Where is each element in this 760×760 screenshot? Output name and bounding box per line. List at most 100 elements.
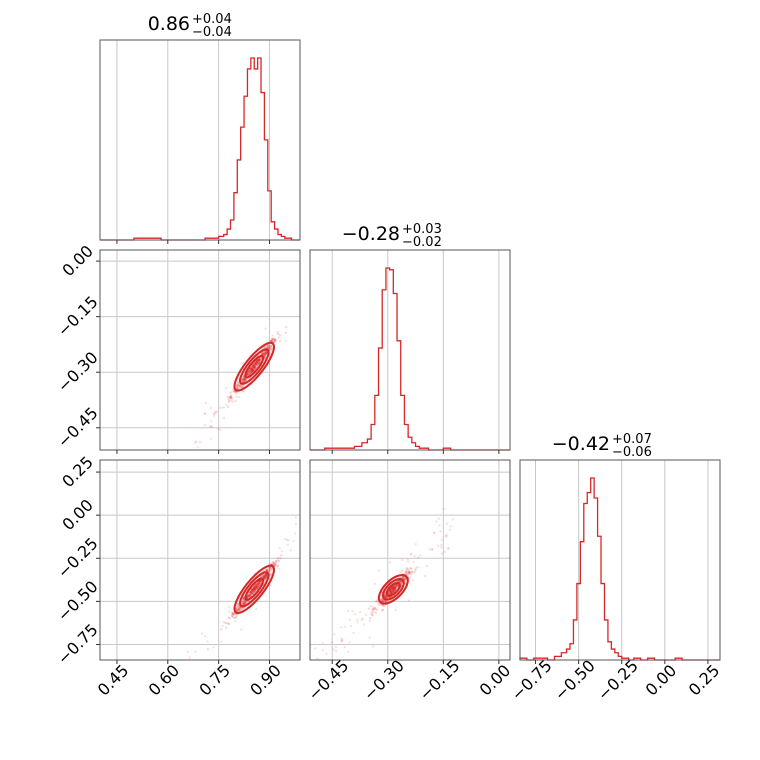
scatter-point	[270, 339, 273, 342]
scatter-point	[254, 585, 258, 588]
scatter-point	[119, 540, 121, 542]
scatter-point	[411, 578, 415, 582]
scatter-point	[276, 559, 279, 562]
scatter-point	[255, 365, 258, 368]
scatter-point	[260, 575, 264, 578]
scatter-point	[265, 352, 268, 355]
scatter-point	[383, 604, 386, 608]
histogram-step-line	[519, 477, 720, 661]
scatter-point	[388, 589, 391, 592]
scatter-point	[236, 609, 239, 612]
scatter-point	[221, 625, 224, 628]
scatter-point	[240, 628, 243, 631]
scatter-point	[252, 365, 256, 368]
scatter-point	[257, 581, 260, 585]
scatter-point	[182, 670, 184, 672]
scatter-point	[251, 587, 255, 590]
scatter-point	[273, 340, 277, 343]
scatter-point	[266, 344, 269, 348]
scatter-point	[340, 639, 344, 642]
scatter-point	[393, 585, 397, 588]
scatter-point	[384, 600, 388, 603]
scatter-point	[254, 587, 258, 590]
scatter-point	[389, 591, 392, 595]
scatter-point	[389, 591, 393, 594]
scatter-point	[250, 590, 253, 593]
scatter-point	[228, 396, 232, 399]
scatter-point	[232, 612, 235, 615]
scatter-point	[251, 364, 255, 367]
scatter-point	[247, 594, 251, 598]
scatter-point	[390, 588, 393, 592]
scatter-point	[370, 613, 373, 616]
contour-level	[385, 581, 401, 597]
scatter-point	[255, 360, 258, 363]
scatter-point	[255, 362, 258, 366]
scatter-point	[264, 574, 267, 577]
scatter-point	[131, 526, 133, 528]
scatter-point	[392, 587, 396, 590]
scatter-point	[399, 580, 402, 583]
scatter-point	[265, 573, 268, 577]
scatter-point	[242, 602, 246, 605]
scatter-point	[250, 368, 253, 371]
scatter-point	[268, 346, 271, 350]
scatter-point	[181, 454, 183, 456]
scatter-point	[145, 485, 147, 487]
scatter-point	[253, 587, 256, 590]
scatter-point	[375, 608, 379, 611]
scatter-point	[256, 585, 260, 589]
scatter-point	[392, 587, 395, 590]
panel-frame	[99, 249, 301, 451]
scatter-point	[364, 613, 368, 617]
scatter-point	[375, 599, 379, 603]
scatter-point	[410, 567, 413, 570]
scatter-point	[294, 516, 298, 519]
scatter-point	[396, 583, 399, 586]
scatter-point	[118, 747, 120, 749]
scatter-point	[404, 570, 408, 574]
scatter-point	[252, 588, 255, 592]
scatter-point	[260, 574, 264, 577]
scatter-point	[226, 395, 230, 399]
scatter-point	[259, 579, 262, 583]
scatter-point	[250, 370, 253, 374]
scatter-point	[255, 583, 258, 586]
scatter-point	[263, 574, 266, 578]
scatter-point	[285, 326, 288, 329]
scatter-point	[393, 586, 396, 589]
scatter-point	[321, 642, 324, 645]
scatter-point	[400, 581, 403, 584]
scatter-point	[248, 594, 251, 597]
scatter-point	[226, 405, 230, 408]
scatter-point	[238, 609, 241, 612]
scatter-point	[269, 562, 273, 565]
scatter-point	[270, 339, 273, 343]
scatter-point	[242, 378, 246, 381]
scatter-point	[252, 364, 255, 367]
scatter-point	[271, 560, 275, 564]
scatter-point	[253, 367, 256, 371]
scatter-point	[278, 334, 282, 337]
scatter-point	[253, 585, 256, 588]
scatter-point	[164, 465, 166, 467]
scatter-point	[407, 572, 410, 575]
scatter-point	[198, 440, 202, 444]
scatter-point	[249, 369, 252, 372]
scatter-point	[413, 571, 416, 574]
contour-level	[381, 578, 405, 601]
scatter-point	[224, 386, 228, 390]
scatter-point	[403, 576, 406, 579]
scatter-point	[265, 569, 268, 572]
scatter-point	[269, 345, 273, 348]
scatter-point	[171, 696, 173, 698]
scatter-point	[242, 376, 245, 380]
scatter-point	[250, 365, 254, 369]
scatter-point	[248, 372, 251, 375]
scatter-point	[393, 586, 397, 589]
scatter-point	[132, 504, 134, 506]
scatter-point	[314, 663, 316, 665]
scatter-point	[250, 592, 253, 596]
scatter-point	[272, 563, 276, 567]
